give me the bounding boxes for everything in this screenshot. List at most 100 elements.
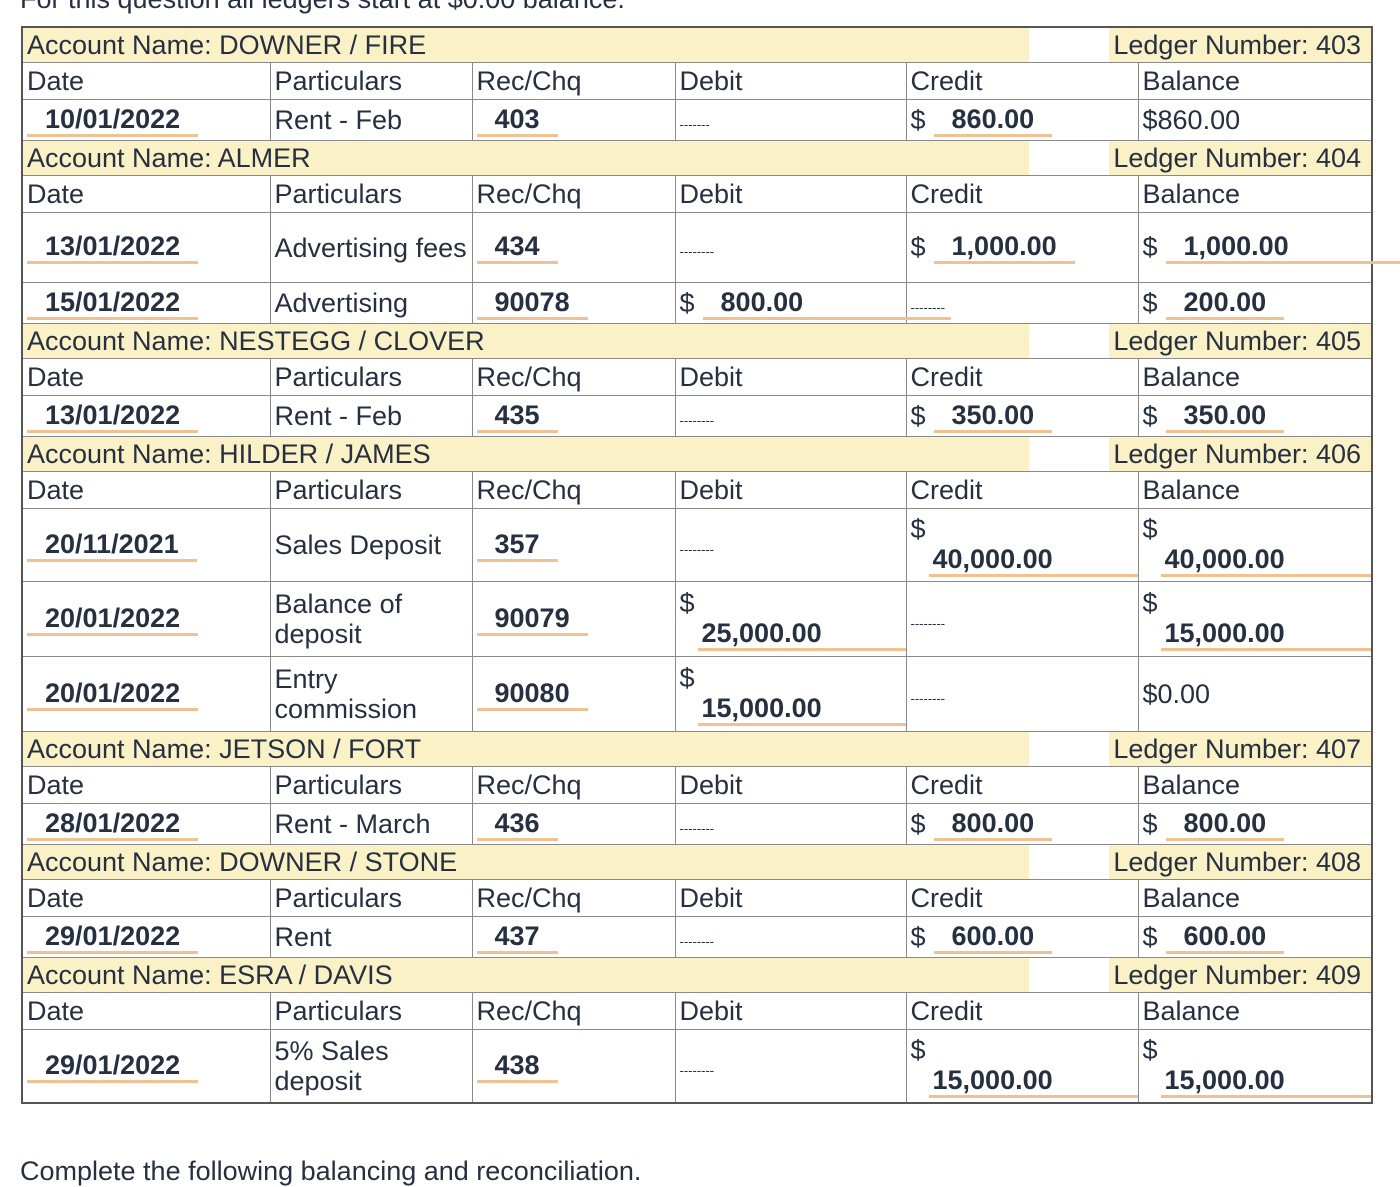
ledger-header-409: Account Name: ESRA / DAVIS Ledger Number… [22, 957, 1373, 993]
ledger-number: Ledger Number: 405 [1109, 324, 1372, 358]
col-balance: Balance [1137, 471, 1373, 509]
rec-chq-field[interactable]: 90079 [476, 603, 588, 636]
rec-chq-field[interactable]: 403 [476, 104, 558, 137]
ledger-header-404: Account Name: ALMER Ledger Number: 404 [22, 140, 1373, 176]
rec-chq-field[interactable]: 90078 [476, 287, 588, 320]
ledger-row: 20/11/2021 Sales Deposit 357 -------- $4… [21, 508, 1373, 582]
rec-chq-field[interactable]: 438 [476, 1050, 558, 1083]
rec-chq-field[interactable]: 437 [476, 921, 558, 954]
rec-chq-field[interactable]: 90080 [476, 678, 588, 711]
col-balance: Balance [1137, 358, 1373, 396]
date-field[interactable]: 20/01/2022 [27, 678, 199, 711]
currency-symbol: $ [1142, 808, 1158, 839]
debit-empty: -------- [679, 1062, 715, 1078]
date-field[interactable]: 29/01/2022 [27, 1050, 199, 1083]
ledger-row: 15/01/2022 Advertising 90078 $800.00 ---… [21, 282, 1373, 324]
account-name: Account Name: NESTEGG / CLOVER [23, 324, 1030, 358]
column-header-row: Date Particulars Rec/Chq Debit Credit Ba… [21, 992, 1373, 1030]
currency-symbol: $ [910, 400, 926, 431]
col-credit: Credit [905, 471, 1139, 509]
date-field[interactable]: 20/11/2021 [27, 529, 197, 562]
debit-field[interactable]: 25,000.00 [697, 618, 906, 651]
currency-symbol: $ [1142, 287, 1158, 318]
particulars: Entry commission [269, 656, 473, 732]
rec-chq-field[interactable]: 436 [476, 808, 558, 841]
currency-symbol: $ [910, 921, 926, 952]
ledger-row: 20/01/2022 Balance of deposit 90079 $25,… [21, 581, 1373, 657]
col-rec-chq: Rec/Chq [471, 62, 676, 100]
rec-chq-field[interactable]: 357 [476, 529, 558, 562]
col-date: Date [21, 62, 271, 100]
account-name: Account Name: ESRA / DAVIS [23, 958, 1030, 992]
col-particulars: Particulars [269, 358, 473, 396]
currency-symbol: $ [1142, 921, 1158, 952]
credit-field[interactable]: 600.00 [933, 921, 1053, 954]
currency-symbol: $ [1142, 513, 1158, 544]
credit-empty: -------- [910, 615, 946, 631]
ledger-header-406: Account Name: HILDER / JAMES Ledger Numb… [22, 436, 1373, 472]
balance-field[interactable]: 350.00 [1165, 400, 1285, 433]
col-balance: Balance [1137, 992, 1373, 1030]
currency-symbol: $ [910, 104, 926, 135]
col-credit: Credit [905, 992, 1139, 1030]
date-field[interactable]: 15/01/2022 [27, 287, 199, 320]
balance-field[interactable]: 15,000.00 [1160, 618, 1372, 651]
currency-symbol: $ [679, 587, 695, 618]
debit-empty: -------- [679, 244, 715, 259]
col-particulars: Particulars [269, 992, 473, 1030]
ledger-number: Ledger Number: 404 [1109, 141, 1372, 175]
credit-field[interactable]: 1,000.00 [933, 231, 1075, 264]
rec-chq-field[interactable]: 434 [476, 231, 558, 264]
balance-field[interactable]: 800.00 [1165, 808, 1285, 841]
col-date: Date [21, 358, 271, 396]
date-field[interactable]: 28/01/2022 [27, 808, 199, 841]
ledger-row: 13/01/2022 Advertising fees 434 --------… [21, 212, 1400, 283]
col-rec-chq: Rec/Chq [471, 471, 676, 509]
balance-field[interactable]: 15,000.00 [1160, 1065, 1372, 1098]
credit-field[interactable]: 40,000.00 [928, 544, 1138, 577]
debit-field[interactable]: 15,000.00 [697, 693, 906, 726]
column-header-row: Date Particulars Rec/Chq Debit Credit Ba… [21, 175, 1373, 213]
ledger-header-407: Account Name: JETSON / FORT Ledger Numbe… [22, 731, 1373, 767]
balance-field[interactable]: 40,000.00 [1160, 544, 1372, 577]
col-date: Date [21, 879, 271, 917]
debit-field[interactable]: 800.00 [702, 287, 951, 320]
credit-field[interactable]: 860.00 [933, 104, 1053, 137]
col-credit: Credit [905, 358, 1139, 396]
col-date: Date [21, 992, 271, 1030]
particulars: 5% Sales deposit [269, 1029, 473, 1104]
ledger-row: 29/01/2022 5% Sales deposit 438 --------… [21, 1029, 1373, 1104]
credit-field[interactable]: 350.00 [933, 400, 1053, 433]
credit-empty: -------- [910, 299, 946, 315]
currency-symbol: $ [1142, 1034, 1158, 1065]
date-field[interactable]: 13/01/2022 [27, 231, 199, 264]
rec-chq-field[interactable]: 435 [476, 400, 558, 433]
balance-field[interactable]: 1,000.00 [1165, 231, 1400, 264]
date-field[interactable]: 13/01/2022 [27, 400, 199, 433]
col-particulars: Particulars [269, 62, 473, 100]
col-balance: Balance [1137, 175, 1373, 213]
date-field[interactable]: 10/01/2022 [27, 104, 199, 137]
col-rec-chq: Rec/Chq [471, 358, 676, 396]
col-balance: Balance [1137, 879, 1373, 917]
ledger-number: Ledger Number: 409 [1109, 958, 1372, 992]
ledger-header-403: Account Name: DOWNER / FIRE Ledger Numbe… [22, 26, 1373, 63]
currency-symbol: $ [1142, 232, 1158, 262]
date-field[interactable]: 20/01/2022 [27, 603, 199, 636]
credit-field[interactable]: 15,000.00 [928, 1065, 1138, 1098]
balance-field[interactable]: 600.00 [1165, 921, 1285, 954]
currency-symbol: $ [1142, 400, 1158, 431]
col-debit: Debit [674, 358, 907, 396]
particulars: Advertising fees [269, 212, 473, 283]
column-header-row: Date Particulars Rec/Chq Debit Credit Ba… [21, 471, 1373, 509]
col-balance: Balance [1137, 766, 1373, 804]
col-debit: Debit [674, 471, 907, 509]
col-credit: Credit [905, 175, 1139, 213]
date-field[interactable]: 29/01/2022 [27, 921, 199, 954]
credit-field[interactable]: 800.00 [933, 808, 1053, 841]
col-particulars: Particulars [269, 471, 473, 509]
particulars: Balance of deposit [269, 581, 473, 657]
col-debit: Debit [674, 175, 907, 213]
credit-empty: -------- [910, 690, 946, 706]
balance-field[interactable]: 200.00 [1165, 287, 1285, 320]
